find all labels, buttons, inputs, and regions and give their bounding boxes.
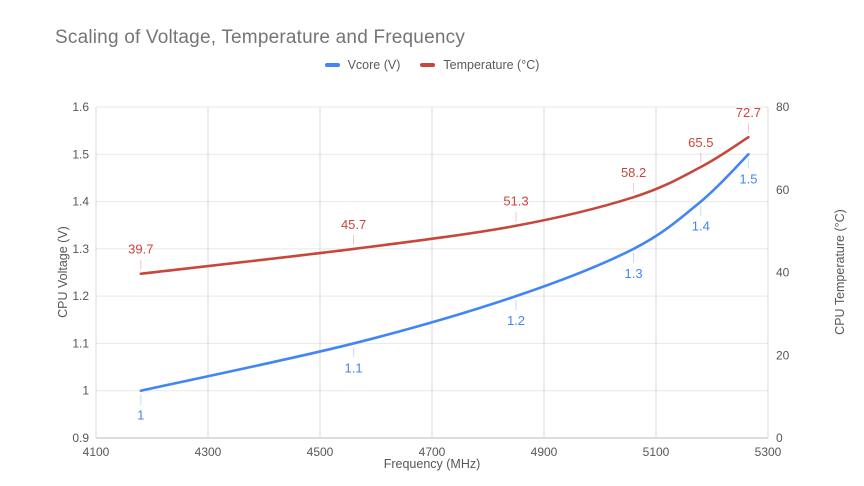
right-axis-tick: 0 [776,431,783,445]
x-axis-tick: 4900 [531,445,558,459]
right-axis-tick: 20 [776,348,790,362]
left-axis-tick: 1 [82,384,89,398]
tick-labels: 0.9 1 1.1 1.2 1.3 1.4 1.5 1.6 0 20 40 60 80 4100 4300 4… [72,100,789,459]
x-axis-tick: 4500 [307,445,334,459]
legend: Vcore (V) Temperature (°C) [0,58,864,72]
gridlines [95,106,769,439]
chart-title: Scaling of Voltage, Temperature and Freq… [55,27,466,48]
vcore-line [139,152,750,393]
data-label: 39.7 [128,242,153,257]
legend-label-temperature: Temperature (°C) [443,58,540,72]
left-axis-tick: 1.1 [72,336,89,350]
right-axis-tick: 80 [776,100,790,114]
temperature-line-group: 39.7 45.7 51.3 58.2 65.5 72.7 [128,105,761,276]
x-axis-title: Frequency (MHz) [383,457,481,471]
left-axis-title: CPU Voltage (V) [56,226,70,318]
left-axis-tick: 1.2 [72,289,89,303]
vcore-swatch-icon [324,62,340,68]
x-axis-tick: 5300 [755,445,782,459]
right-axis-tick: 40 [776,266,790,280]
x-axis-tick: 4700 [419,445,446,459]
temperature-line [139,135,750,276]
vcore-line-group: 1 1.1 1.2 1.3 1.4 1.5 [137,152,757,423]
data-label: 1.2 [507,313,525,328]
temperature-swatch-icon [420,62,436,68]
data-label: 1.1 [345,360,363,375]
data-label: 1.4 [692,219,710,234]
legend-item-vcore: Vcore (V) [324,58,401,72]
data-label: 1 [137,408,144,423]
data-label: 65.5 [688,135,713,150]
data-label: 51.3 [503,194,528,209]
left-axis-tick: 0.9 [72,431,89,445]
data-label: 58.2 [621,165,646,180]
legend-item-temperature: Temperature (°C) [420,58,539,72]
x-axis-tick: 4100 [83,445,110,459]
legend-label-vcore: Vcore (V) [347,58,401,72]
right-axis-title: CPU Temperature (°C) [833,209,847,335]
x-axis-tick: 5100 [643,445,670,459]
right-axis-tick: 60 [776,183,790,197]
data-label: 72.7 [736,105,761,120]
data-label: 1.3 [625,266,643,281]
left-axis-tick: 1.6 [72,100,89,114]
data-label: 1.5 [739,171,757,186]
left-axis-tick: 1.4 [72,195,89,209]
left-axis-tick: 1.3 [72,242,89,256]
left-axis-tick: 1.5 [72,147,89,161]
data-label: 45.7 [341,217,366,232]
x-axis-tick: 4300 [195,445,222,459]
